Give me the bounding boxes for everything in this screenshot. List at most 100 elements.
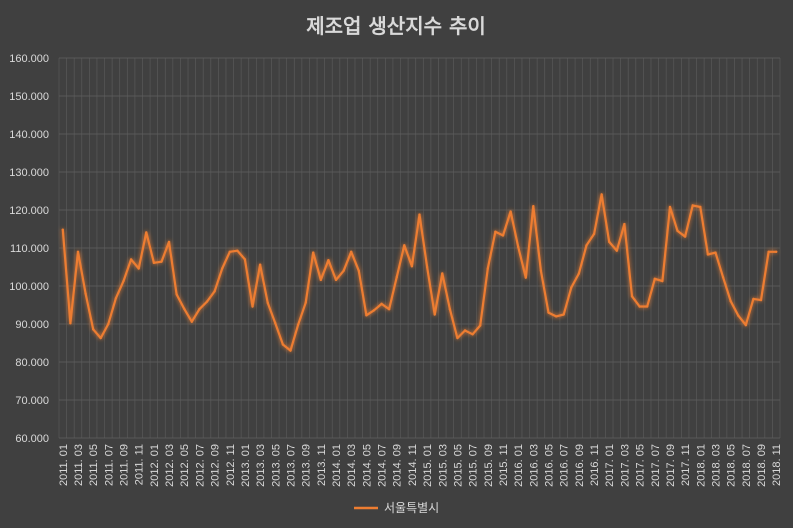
data-point (759, 298, 763, 302)
data-point (433, 313, 436, 316)
x-tick-label: 2013. 01 (240, 444, 252, 487)
data-point (532, 205, 535, 208)
x-tick-label: 2013. 09 (301, 444, 313, 487)
x-tick-label: 2012. 09 (210, 444, 222, 487)
data-point (661, 279, 664, 283)
y-tick-label: 80.000 (15, 357, 49, 369)
data-point (570, 286, 573, 289)
data-point (463, 329, 467, 332)
data-point (539, 269, 543, 272)
data-point (205, 300, 209, 303)
data-point (175, 293, 178, 296)
data-point (623, 222, 626, 226)
x-tick-label: 2014. 07 (377, 444, 389, 487)
data-point (289, 349, 292, 352)
y-tick-label: 100.000 (9, 281, 49, 293)
data-point (600, 193, 603, 196)
data-point (516, 245, 520, 249)
data-point (198, 307, 201, 311)
data-point (61, 228, 64, 231)
data-point (729, 300, 732, 303)
data-point (524, 276, 527, 279)
x-tick-label: 2011. 07 (103, 444, 115, 486)
data-point (183, 307, 186, 310)
data-point (425, 265, 429, 269)
data-point (342, 269, 345, 272)
data-point (160, 260, 163, 263)
x-tick-label: 2017. 01 (604, 444, 616, 487)
data-point (767, 250, 770, 253)
x-tick-label: 2015. 11 (498, 444, 510, 486)
data-point (357, 269, 360, 272)
x-tick-label: 2013. 03 (255, 444, 267, 487)
data-point (479, 324, 482, 327)
data-point (258, 263, 262, 266)
data-point (683, 235, 687, 238)
x-tick-label: 2013. 05 (270, 444, 282, 487)
x-tick-label: 2017. 05 (635, 444, 647, 487)
y-tick-label: 70.000 (15, 395, 49, 407)
y-tick-label: 60.000 (15, 433, 49, 445)
data-point (775, 250, 778, 253)
data-point (137, 267, 140, 270)
series-group (61, 193, 778, 352)
data-point (699, 205, 702, 209)
data-point (554, 315, 558, 318)
x-tick-label: 2015. 07 (468, 444, 480, 487)
data-point (752, 297, 755, 301)
data-point (676, 229, 679, 233)
data-point (380, 302, 383, 306)
x-tick-label: 2018. 03 (710, 444, 722, 487)
data-point (395, 276, 398, 279)
data-point (509, 210, 512, 213)
data-point (145, 231, 148, 234)
data-point (266, 301, 269, 304)
data-point (236, 249, 239, 252)
data-point (410, 265, 414, 268)
y-tick-label: 90.000 (15, 319, 49, 331)
data-point (691, 204, 694, 207)
data-point (365, 314, 368, 317)
data-point (327, 258, 330, 262)
data-point (190, 320, 194, 323)
x-tick-label: 2016. 01 (513, 444, 525, 487)
x-axis: 2011. 01 2011. 03 2011. 05 2011. 07 2011. 09… (58, 444, 783, 487)
data-point (714, 251, 717, 254)
y-tick-label: 160.000 (9, 53, 49, 65)
x-tick-label: 2012. 03 (164, 444, 176, 487)
data-point (486, 267, 490, 270)
x-tick-label: 2017. 09 (665, 444, 677, 487)
y-tick-label: 130.000 (9, 167, 49, 179)
x-tick-label: 2013. 11 (316, 444, 328, 486)
data-point (721, 276, 725, 279)
data-point (251, 305, 254, 308)
y-tick-label: 150.000 (9, 91, 49, 103)
data-point (706, 253, 710, 256)
data-point (630, 295, 634, 298)
y-tick-label: 110.000 (10, 243, 49, 255)
x-tick-label: 2017. 11 (680, 444, 692, 486)
x-tick-label: 2013. 07 (285, 444, 297, 487)
x-tick-label: 2018. 09 (756, 444, 768, 487)
data-point (547, 311, 550, 314)
data-point (494, 230, 497, 233)
x-tick-label: 2012. 01 (149, 444, 161, 487)
x-tick-label: 2014. 05 (361, 444, 373, 487)
x-tick-label: 2011. 05 (88, 444, 100, 486)
x-tick-label: 2014. 11 (407, 444, 419, 486)
data-point (418, 213, 421, 216)
x-tick-label: 2016. 11 (589, 444, 601, 486)
data-point (585, 244, 588, 247)
data-point (122, 279, 125, 283)
x-tick-label: 2012. 11 (225, 444, 237, 486)
x-tick-label: 2015. 05 (452, 444, 464, 487)
y-tick-label: 140.000 (9, 129, 49, 141)
x-tick-label: 2018. 01 (695, 444, 707, 487)
x-tick-label: 2018. 11 (771, 444, 783, 486)
data-point (213, 290, 216, 293)
data-point (274, 322, 277, 325)
x-tick-label: 2014. 09 (392, 444, 404, 487)
x-tick-label: 2016. 05 (544, 444, 556, 487)
data-point (668, 205, 672, 209)
